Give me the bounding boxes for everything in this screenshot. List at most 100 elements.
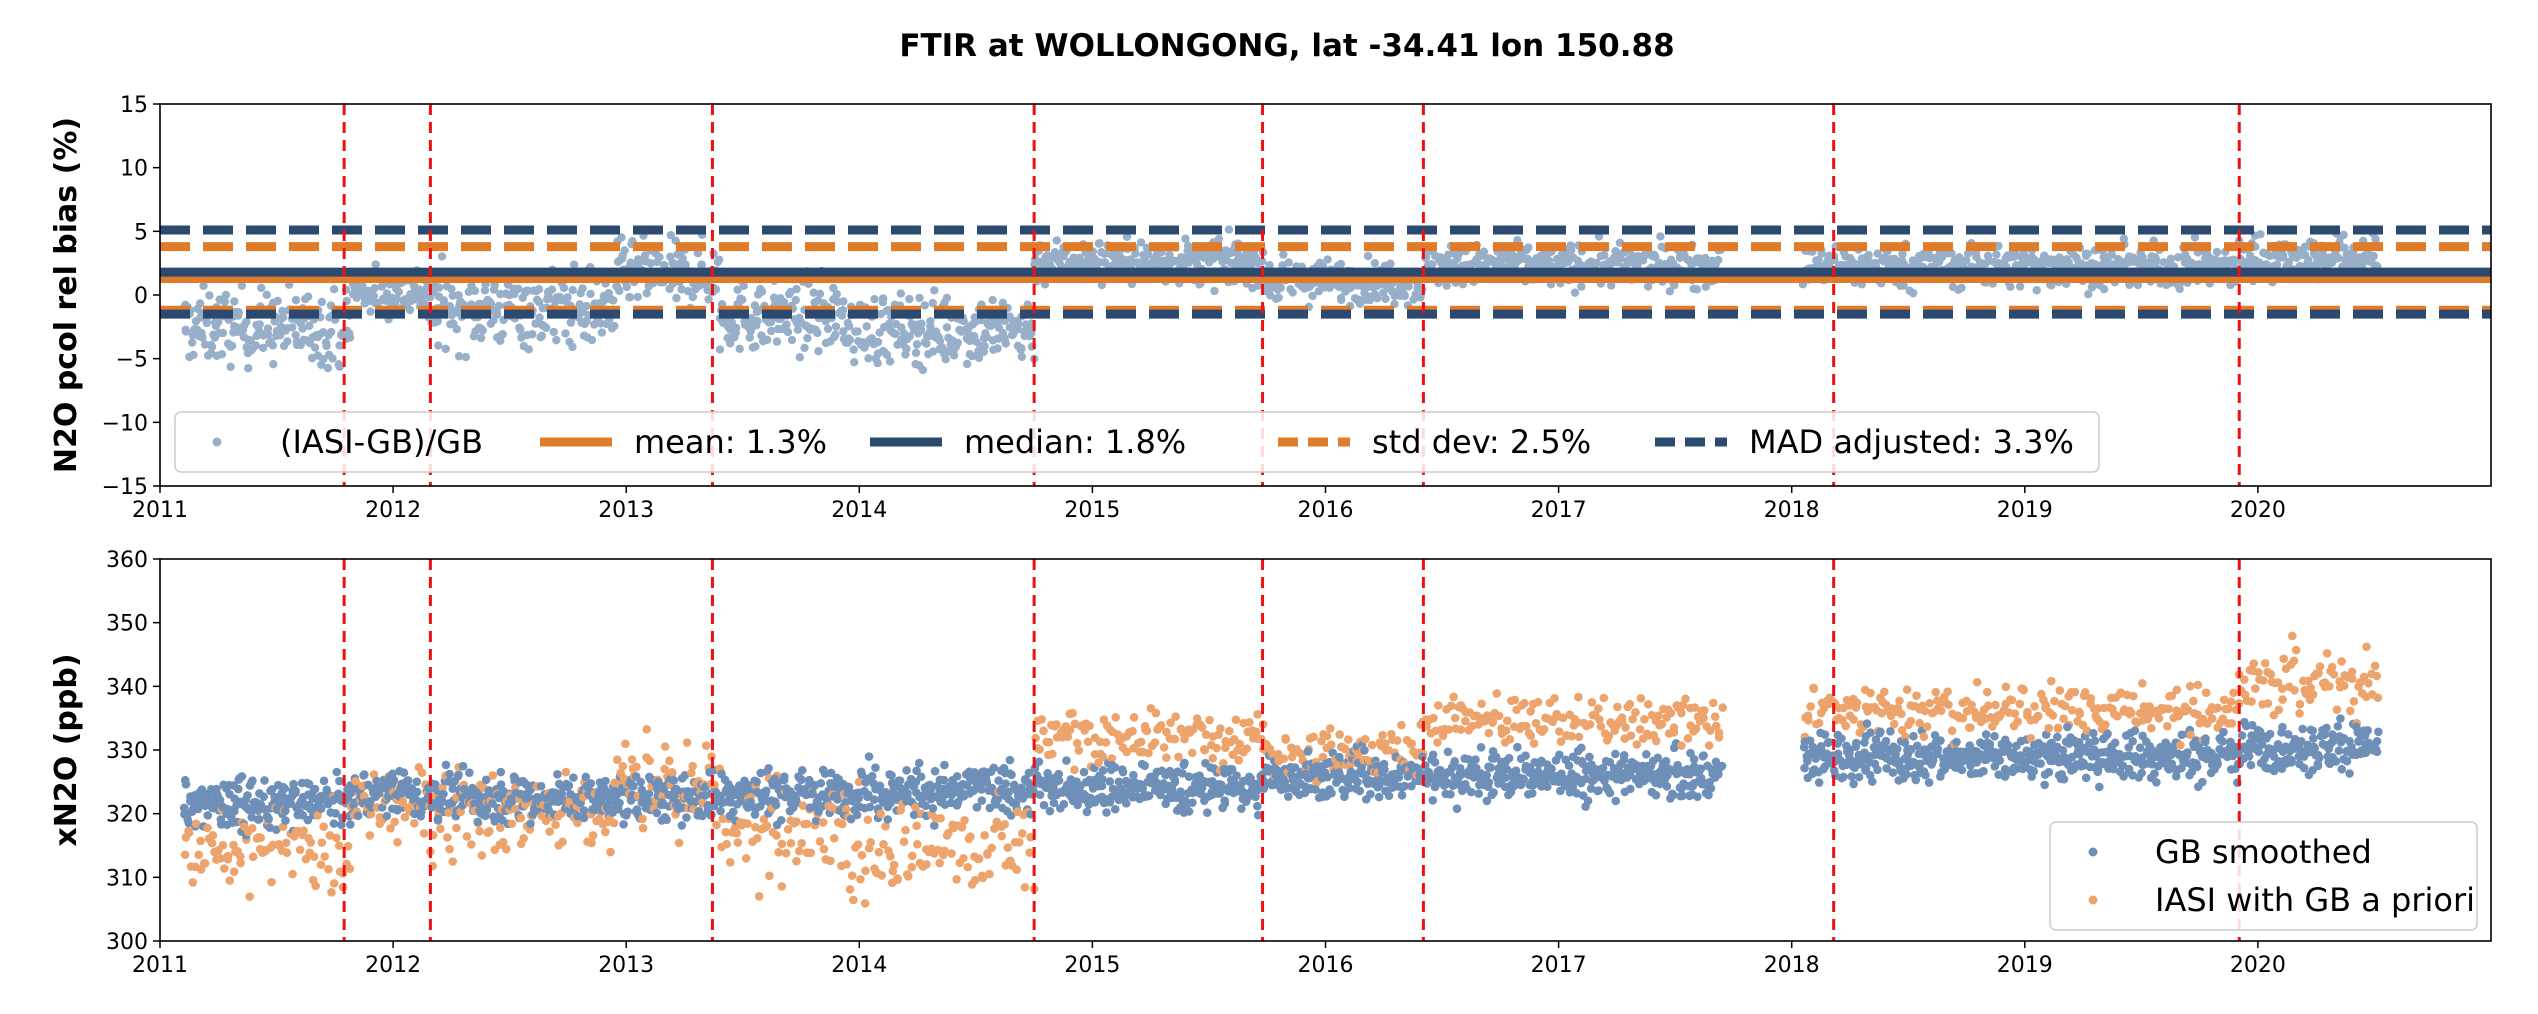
iasi-point xyxy=(987,843,997,853)
gb-point xyxy=(682,813,691,822)
bias-point xyxy=(476,333,486,343)
bias-point xyxy=(552,335,561,345)
gb-point xyxy=(1253,810,1263,820)
gb-point xyxy=(303,815,313,825)
gb-point xyxy=(644,789,654,799)
gb-point xyxy=(1184,807,1194,816)
bias-point xyxy=(787,335,797,345)
gb-point xyxy=(864,752,874,761)
iasi-point xyxy=(947,849,956,858)
iasi-point xyxy=(1231,715,1241,725)
iasi-point xyxy=(806,848,815,858)
bias-point xyxy=(757,287,767,296)
bias-point xyxy=(1355,299,1365,308)
gb-point xyxy=(1049,798,1059,808)
iasi-point xyxy=(777,839,787,849)
bias-point xyxy=(257,283,266,293)
gb-point xyxy=(304,779,314,789)
iasi-point xyxy=(885,851,895,861)
iasi-point xyxy=(1594,704,1603,713)
bias-point xyxy=(568,342,577,352)
gb-point xyxy=(237,772,247,781)
gb-point xyxy=(1428,750,1438,760)
bias-point xyxy=(1524,243,1533,252)
iasi-point xyxy=(877,871,887,880)
bias-point xyxy=(864,354,873,363)
gb-point xyxy=(536,781,546,791)
iasi-point xyxy=(1063,732,1073,742)
bias-point xyxy=(392,294,402,304)
iasi-point xyxy=(1142,726,1152,736)
iasi-point xyxy=(781,848,791,858)
bias-point xyxy=(815,289,825,299)
iasi-point xyxy=(301,854,311,864)
iasi-point xyxy=(1449,692,1458,702)
iasi-point xyxy=(1521,721,1531,731)
bias-point xyxy=(246,336,255,345)
bias-point xyxy=(870,294,879,304)
gb-point xyxy=(1626,784,1635,794)
iasi-point xyxy=(485,826,494,836)
gb-point xyxy=(433,816,443,825)
gb-point xyxy=(1585,752,1594,762)
iasi-point xyxy=(1122,747,1132,757)
gb-point xyxy=(887,771,896,780)
gb-point xyxy=(1303,747,1313,756)
gb-point xyxy=(1525,764,1535,773)
bias-point xyxy=(1701,282,1710,291)
iasi-point xyxy=(256,833,266,843)
bias-point xyxy=(524,345,533,354)
bias-point xyxy=(1864,250,1873,260)
iasi-point xyxy=(1392,736,1402,745)
bias-point xyxy=(873,358,882,368)
iasi-point xyxy=(660,742,670,751)
bias-point xyxy=(1181,234,1190,243)
iasi-point xyxy=(386,824,395,833)
gb-point xyxy=(1431,781,1441,790)
bias-point xyxy=(795,353,804,362)
bias-point xyxy=(617,233,626,242)
gb-point xyxy=(389,775,399,785)
gb-point xyxy=(496,767,506,777)
gb-point xyxy=(761,786,771,796)
iasi-point xyxy=(1162,753,1171,762)
iasi-point xyxy=(1556,737,1566,746)
gb-point xyxy=(1097,774,1107,784)
bias-point xyxy=(949,351,959,360)
iasi-point xyxy=(660,764,669,774)
gb-point xyxy=(1693,792,1702,802)
iasi-point xyxy=(922,860,931,869)
gb-point xyxy=(994,776,1003,785)
bias-point xyxy=(905,332,914,341)
iasi-point xyxy=(638,823,648,833)
gb-point xyxy=(1374,792,1384,802)
gb-point xyxy=(181,780,191,789)
bias-point xyxy=(278,306,287,316)
gb-point xyxy=(267,784,277,794)
iasi-point xyxy=(1621,723,1630,732)
iasi-point xyxy=(551,820,560,830)
gb-point xyxy=(914,758,924,768)
iasi-point xyxy=(1166,718,1175,727)
iasi-point xyxy=(1251,727,1261,737)
bias-point xyxy=(813,328,822,338)
iasi-point xyxy=(1020,882,1030,892)
gb-point xyxy=(664,790,673,800)
iasi-point xyxy=(1151,708,1161,718)
iasi-point xyxy=(847,871,857,880)
bias-point xyxy=(1373,293,1382,303)
bias-point xyxy=(2229,255,2238,264)
gb-point xyxy=(215,795,225,805)
gb-point xyxy=(1646,767,1655,777)
gb-point xyxy=(1144,791,1154,801)
bias-point xyxy=(1814,255,1823,265)
bias-point xyxy=(672,293,681,303)
bias-point xyxy=(187,338,197,347)
bias-point xyxy=(953,338,962,348)
gb-point xyxy=(750,810,760,819)
gb-point xyxy=(481,775,491,785)
gb-point xyxy=(1605,757,1615,767)
iasi-point xyxy=(1635,724,1645,734)
bias-point xyxy=(911,348,921,358)
gb-point xyxy=(808,788,817,798)
